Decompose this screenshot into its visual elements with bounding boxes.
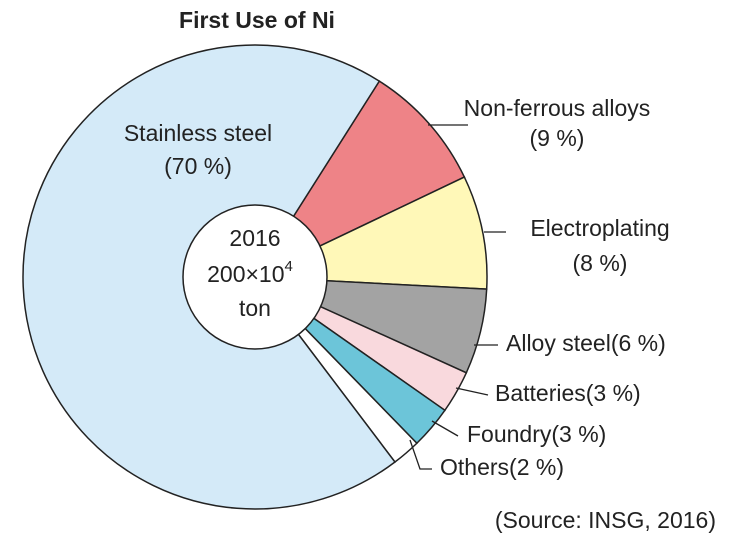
slice-label-line: Others(2 %): [440, 454, 564, 480]
leader-line: [409, 439, 432, 470]
slice-label: Others: [440, 454, 509, 480]
slice-label-line: Alloy steel(6 %): [506, 330, 666, 356]
leader-line: [455, 387, 489, 396]
center-unit: ton: [239, 295, 271, 321]
value-label: (3 %): [551, 421, 606, 447]
slice-label: Stainless steel: [124, 120, 272, 146]
slice-label-line: Batteries(3 %): [495, 380, 641, 406]
source-note: (Source: INSG, 2016): [495, 507, 716, 533]
slice-label: Foundry: [467, 421, 552, 447]
value-label: (6 %): [611, 330, 666, 356]
leader-line: [431, 420, 459, 437]
center-amount-exponent: 4: [285, 258, 293, 275]
slice-label: Batteries: [495, 380, 586, 406]
center-amount-base: 200×10: [207, 261, 284, 287]
slice-label-line: Foundry(3 %): [467, 421, 606, 447]
value-label: (8 %): [573, 250, 628, 276]
chart-title: First Use of Ni: [179, 7, 335, 33]
value-label: (70 %): [164, 153, 232, 179]
slice-label: Non-ferrous alloys: [464, 95, 651, 121]
center-amount: 200×104: [207, 258, 293, 287]
value-label: (3 %): [586, 380, 641, 406]
labels: Non-ferrous alloys (9 %) Electroplating (8 …: [124, 95, 670, 480]
slice-label: Electroplating: [530, 215, 669, 241]
value-label: (2 %): [509, 454, 564, 480]
value-label: (9 %): [530, 125, 585, 151]
center-circle: [182, 204, 328, 350]
slice-label: Alloy steel: [506, 330, 611, 356]
center-year: 2016: [229, 225, 280, 251]
